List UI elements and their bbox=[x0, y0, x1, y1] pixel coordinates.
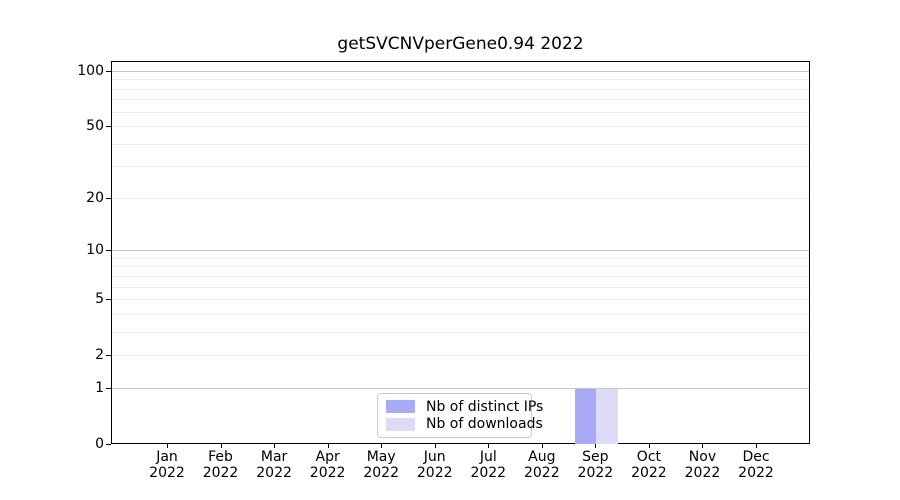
legend-item-distinct-ips: Nb of distinct IPs bbox=[386, 398, 543, 416]
gridline bbox=[112, 166, 809, 168]
gridline bbox=[112, 126, 809, 128]
x-tick-month: Jan bbox=[156, 449, 178, 465]
x-tick-label: May 2022 bbox=[349, 449, 413, 481]
y-tick-mark bbox=[106, 355, 111, 357]
x-tick-year: 2022 bbox=[738, 464, 774, 481]
y-tick-label: 10 bbox=[86, 242, 104, 259]
x-tick-mark bbox=[167, 444, 168, 448]
x-tick-label: Feb 2022 bbox=[189, 449, 253, 481]
x-tick-year: 2022 bbox=[577, 464, 614, 481]
x-tick-year: 2022 bbox=[631, 464, 667, 481]
x-tick-year: 2022 bbox=[309, 464, 346, 481]
x-tick-year: 2022 bbox=[256, 464, 292, 481]
x-tick-month: Aug bbox=[528, 449, 556, 465]
y-tick-label: 50 bbox=[86, 118, 104, 135]
x-tick-mark bbox=[434, 444, 436, 448]
x-tick-year: 2022 bbox=[202, 464, 239, 481]
x-tick-mark bbox=[541, 444, 543, 448]
y-tick-mark bbox=[106, 70, 111, 72]
x-tick-year: 2022 bbox=[470, 464, 507, 481]
x-tick-month: Oct bbox=[636, 449, 662, 465]
y-tick-mark bbox=[106, 197, 111, 199]
gridline bbox=[112, 250, 809, 252]
x-tick-mark bbox=[274, 444, 276, 448]
legend-swatch-downloads bbox=[386, 417, 415, 431]
gridline bbox=[112, 88, 809, 90]
gridline bbox=[112, 266, 809, 268]
x-tick-month: Jun bbox=[423, 449, 446, 465]
y-tick-mark bbox=[106, 250, 111, 252]
gridline bbox=[112, 313, 809, 315]
y-tick-label: 1 bbox=[95, 379, 104, 396]
y-tick-mark bbox=[106, 387, 111, 389]
x-tick-year: 2022 bbox=[416, 464, 453, 481]
legend-label-downloads: Nb of downloads bbox=[426, 416, 543, 433]
x-tick-month: Mar bbox=[260, 449, 288, 465]
legend-label-distinct-ips: Nb of distinct IPs bbox=[426, 398, 544, 415]
gridline bbox=[112, 79, 809, 81]
x-tick-month: Sep bbox=[582, 449, 609, 465]
gridline bbox=[112, 331, 809, 333]
x-tick-year: 2022 bbox=[684, 464, 721, 481]
legend-item-downloads: Nb of downloads bbox=[386, 416, 543, 434]
x-tick-label: Sep 2022 bbox=[563, 449, 627, 481]
legend-swatch-distinct-ips bbox=[386, 400, 415, 414]
x-tick-mark bbox=[488, 444, 490, 448]
bar-downloads bbox=[596, 388, 618, 444]
y-tick-label: 0 bbox=[95, 436, 104, 452]
x-tick-label: Oct 2022 bbox=[617, 449, 681, 481]
plot-area: Nb of distinct IPs Nb of downloads bbox=[111, 61, 810, 444]
x-tick-month: Apr bbox=[315, 449, 340, 465]
gridline bbox=[112, 355, 809, 357]
x-tick-mark bbox=[381, 444, 383, 448]
y-tick-mark bbox=[106, 126, 111, 128]
x-tick-mark bbox=[756, 444, 757, 448]
gridline bbox=[112, 197, 809, 199]
x-tick-mark bbox=[220, 444, 222, 448]
x-tick-mark bbox=[327, 444, 329, 448]
chart-title: getSVCNVperGene0.94 2022 bbox=[337, 34, 584, 54]
x-tick-label: Apr 2022 bbox=[296, 449, 360, 481]
x-tick-mark bbox=[595, 444, 597, 448]
y-tick-label: 20 bbox=[86, 189, 104, 206]
x-tick-year: 2022 bbox=[363, 464, 399, 481]
y-tick-mark bbox=[106, 299, 111, 301]
y-tick-label: 2 bbox=[95, 347, 104, 364]
gridline bbox=[112, 143, 809, 145]
x-tick-label: Jul 2022 bbox=[456, 449, 520, 481]
gridline bbox=[112, 99, 809, 101]
legend: Nb of distinct IPs Nb of downloads bbox=[377, 393, 543, 438]
gridline bbox=[112, 257, 809, 259]
gridline bbox=[112, 111, 809, 113]
bar-distinct-ips bbox=[574, 388, 597, 444]
x-tick-month: Feb bbox=[208, 449, 233, 465]
x-tick-month: Jul bbox=[479, 449, 497, 465]
x-tick-label: Nov 2022 bbox=[670, 449, 734, 481]
x-tick-label: Dec 2022 bbox=[724, 449, 788, 481]
x-tick-label: Jan 2022 bbox=[135, 449, 199, 481]
gridline bbox=[112, 286, 809, 288]
y-tick-label: 100 bbox=[77, 62, 104, 79]
x-tick-label: Mar 2022 bbox=[242, 449, 306, 481]
gridline bbox=[112, 70, 809, 72]
y-tick-mark bbox=[106, 444, 111, 445]
x-tick-month: May bbox=[366, 449, 396, 465]
x-tick-label: Jun 2022 bbox=[403, 449, 467, 481]
x-tick-label: Aug 2022 bbox=[510, 449, 574, 481]
gridline bbox=[112, 387, 809, 389]
x-tick-mark bbox=[702, 444, 704, 448]
x-tick-year: 2022 bbox=[523, 464, 560, 481]
gridline bbox=[112, 299, 809, 301]
x-tick-month: Dec bbox=[742, 449, 770, 465]
gridline bbox=[112, 275, 809, 277]
y-tick-label: 5 bbox=[95, 291, 104, 308]
x-tick-month: Nov bbox=[688, 449, 717, 465]
x-tick-year: 2022 bbox=[149, 464, 185, 481]
x-tick-mark bbox=[648, 444, 650, 448]
